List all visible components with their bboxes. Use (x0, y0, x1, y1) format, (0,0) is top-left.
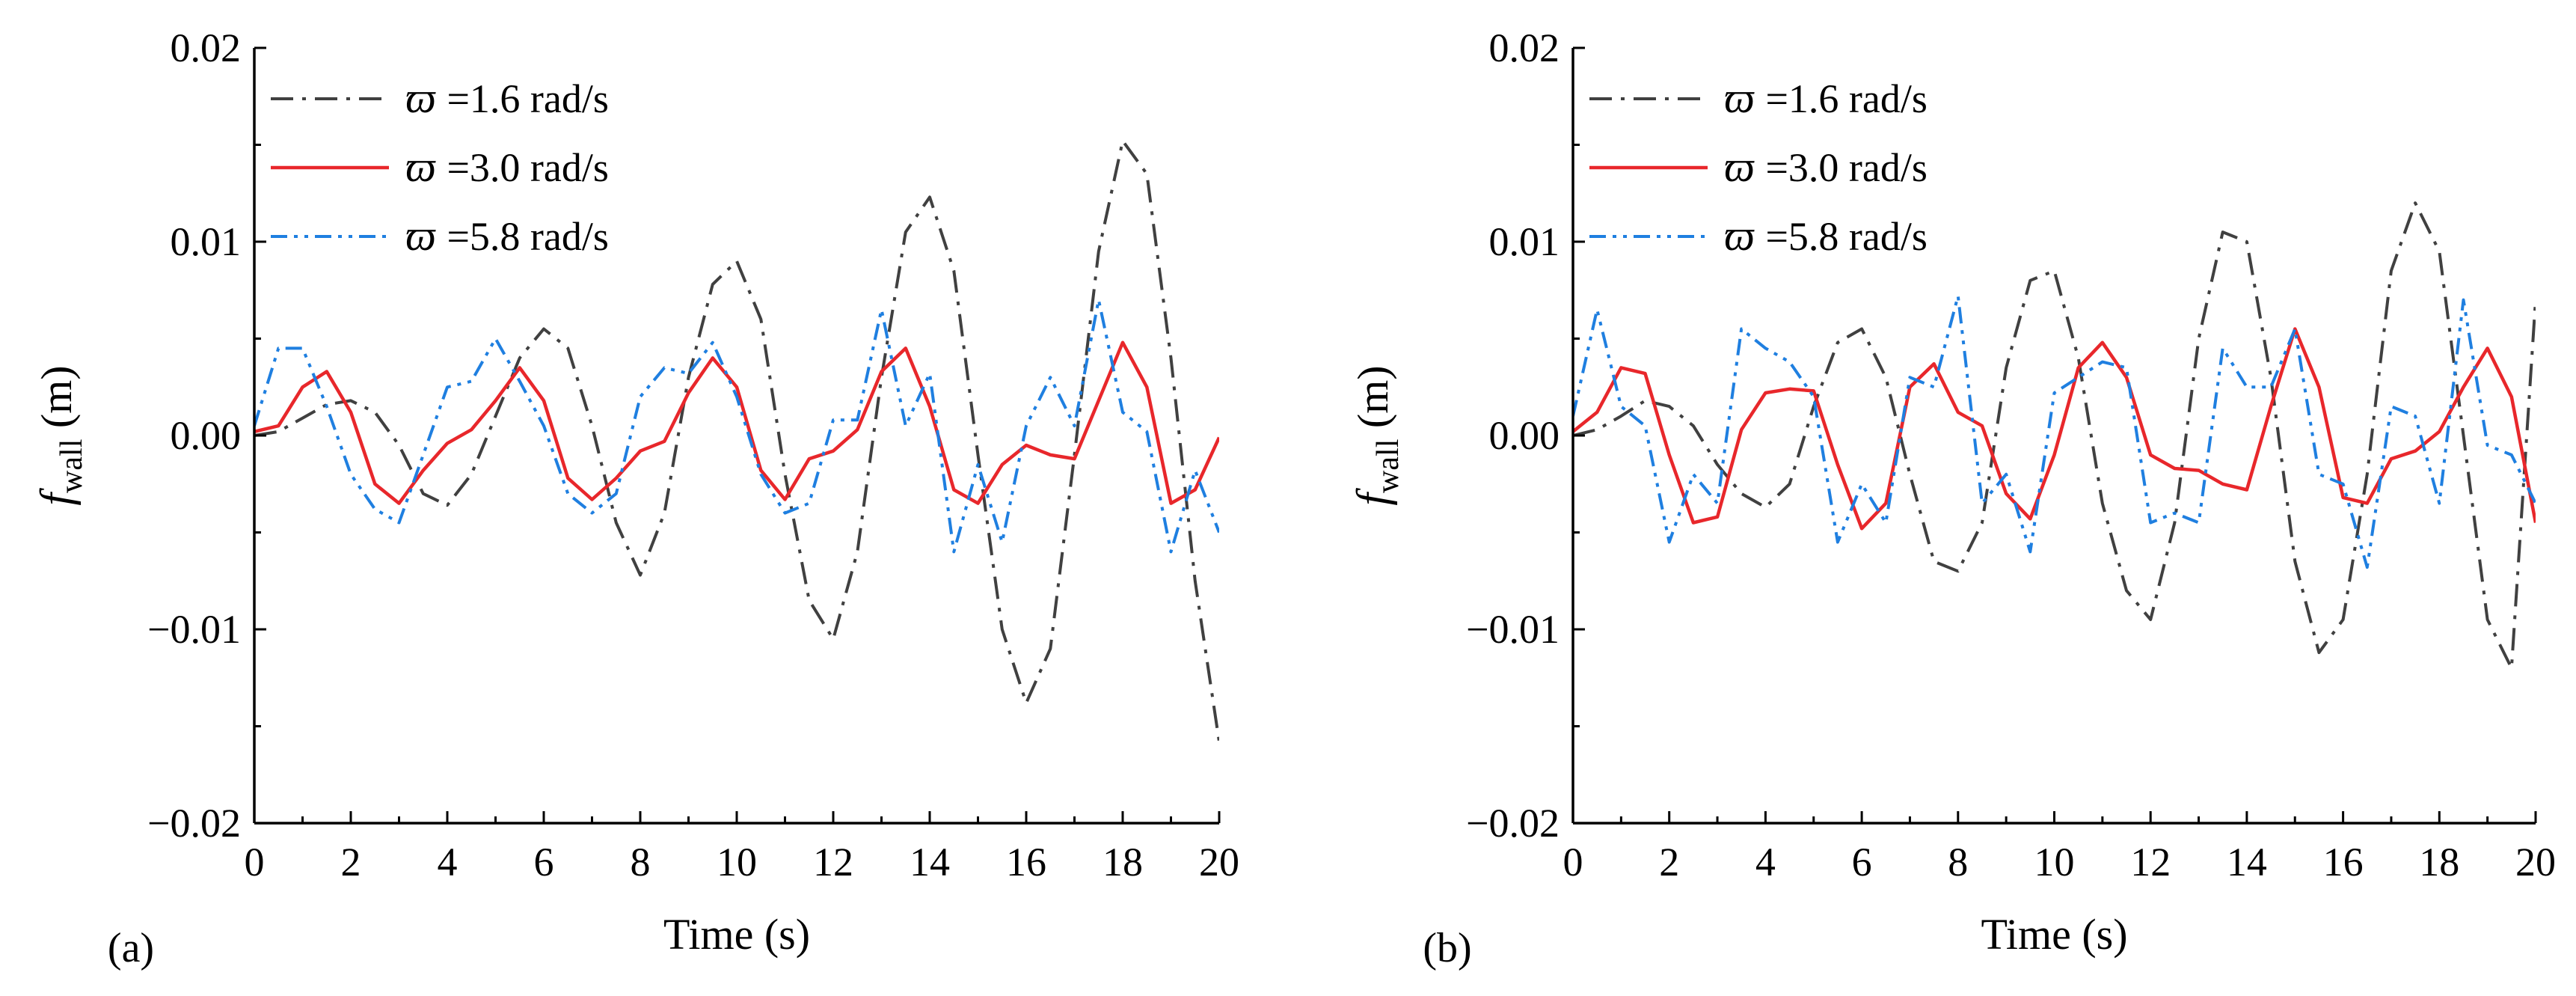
y-axis-subscript: wall (1371, 439, 1405, 493)
legend-symbol: ϖ (1724, 142, 1765, 191)
y-tick-label: −0.02 (147, 801, 241, 846)
x-tick-label: 0 (1563, 840, 1583, 885)
y-tick-label: 0.02 (1489, 25, 1560, 70)
y-tick-label: 0.01 (171, 219, 242, 264)
y-tick-label: −0.01 (147, 607, 241, 652)
y-axis-unit: (m) (1349, 365, 1397, 439)
x-tick-label: 20 (2515, 840, 2556, 885)
legend-value: =1.6 rad/s (447, 76, 608, 121)
y-axis-title: fwall (m) (1348, 365, 1405, 505)
panel-b: 0 2 4 6 8 10 12 14 16 18 20 −0.02 −0.01 0.00 0.01 0.02 T… (1348, 25, 2556, 971)
y-tick-label: 0.00 (171, 413, 242, 458)
y-axis-unit: (m) (32, 365, 81, 439)
y-tick-label: 0.02 (171, 25, 242, 70)
x-tick-label: 18 (1103, 840, 1143, 885)
x-tick-label: 14 (910, 840, 950, 885)
y-tick-label: −0.02 (1466, 801, 1560, 846)
legend-value: =3.0 rad/s (1765, 145, 1927, 190)
x-tick-label: 6 (534, 840, 554, 885)
series-line-1.6 (254, 139, 1219, 742)
legend-symbol: ϖ (405, 73, 447, 122)
y-axis-title: fwall (m) (31, 365, 89, 505)
legend-value: =5.8 rad/s (447, 214, 608, 259)
x-tick-label: 12 (813, 840, 853, 885)
legend-label: ϖ =3.0 rad/s (405, 142, 609, 191)
panel-label: (b) (1423, 925, 1471, 971)
x-tick-label: 14 (2227, 840, 2267, 885)
x-axis-title: Time (s) (1981, 910, 2127, 959)
series-group (1573, 201, 2536, 670)
x-tick-label: 4 (1755, 840, 1776, 885)
x-tick-label: 16 (2323, 840, 2364, 885)
x-tick-label: 10 (2034, 840, 2075, 885)
x-tick-label: 2 (1659, 840, 1679, 885)
legend: ϖ =1.6 rad/sϖ =3.0 rad/sϖ =5.8 rad/s (1589, 73, 1928, 260)
y-tick-label: −0.01 (1466, 607, 1560, 652)
x-tick-label: 4 (438, 840, 458, 885)
panel-label: (a) (108, 925, 154, 971)
x-tick-label: 6 (1852, 840, 1872, 885)
legend-symbol: ϖ (1724, 211, 1765, 260)
legend-value: =3.0 rad/s (447, 145, 608, 190)
legend-label: ϖ =1.6 rad/s (405, 73, 609, 122)
x-tick-label: 10 (717, 840, 757, 885)
legend-label: ϖ =5.8 rad/s (405, 211, 609, 260)
x-tick-label: 20 (1199, 840, 1239, 885)
legend-symbol: ϖ (405, 211, 447, 260)
x-tick-label: 8 (1948, 840, 1968, 885)
legend-label: ϖ =5.8 rad/s (1724, 211, 1928, 260)
series-line-3.0 (1573, 327, 2536, 531)
y-tick-label: 0.00 (1489, 413, 1560, 458)
panel-a: 0 2 4 6 8 10 12 14 16 18 20 −0.02 −0.01 0.00 0.01 0.02 T… (31, 25, 1239, 971)
x-tick-label: 12 (2130, 840, 2171, 885)
y-tick-label: 0.01 (1489, 219, 1560, 264)
y-axis-subscript: wall (55, 439, 89, 493)
x-tick-label: 8 (631, 840, 651, 885)
x-tick-label: 16 (1006, 840, 1046, 885)
legend-label: ϖ =3.0 rad/s (1724, 142, 1928, 191)
legend-symbol: ϖ (1724, 73, 1765, 122)
legend-value: =1.6 rad/s (1765, 76, 1927, 121)
x-tick-label: 2 (341, 840, 361, 885)
series-line-5.8 (254, 298, 1219, 554)
series-group (254, 139, 1219, 742)
x-axis-title: Time (s) (663, 910, 810, 959)
legend-label: ϖ =1.6 rad/s (1724, 73, 1928, 122)
legend-value: =5.8 rad/s (1765, 214, 1927, 259)
legend: ϖ =1.6 rad/sϖ =3.0 rad/sϖ =5.8 rad/s (271, 73, 609, 260)
series-line-1.6 (1573, 201, 2536, 670)
series-line-5.8 (1573, 294, 2536, 569)
legend-symbol: ϖ (405, 142, 447, 191)
series-line-3.0 (254, 340, 1219, 505)
x-tick-label: 18 (2419, 840, 2459, 885)
x-tick-label: 0 (245, 840, 265, 885)
